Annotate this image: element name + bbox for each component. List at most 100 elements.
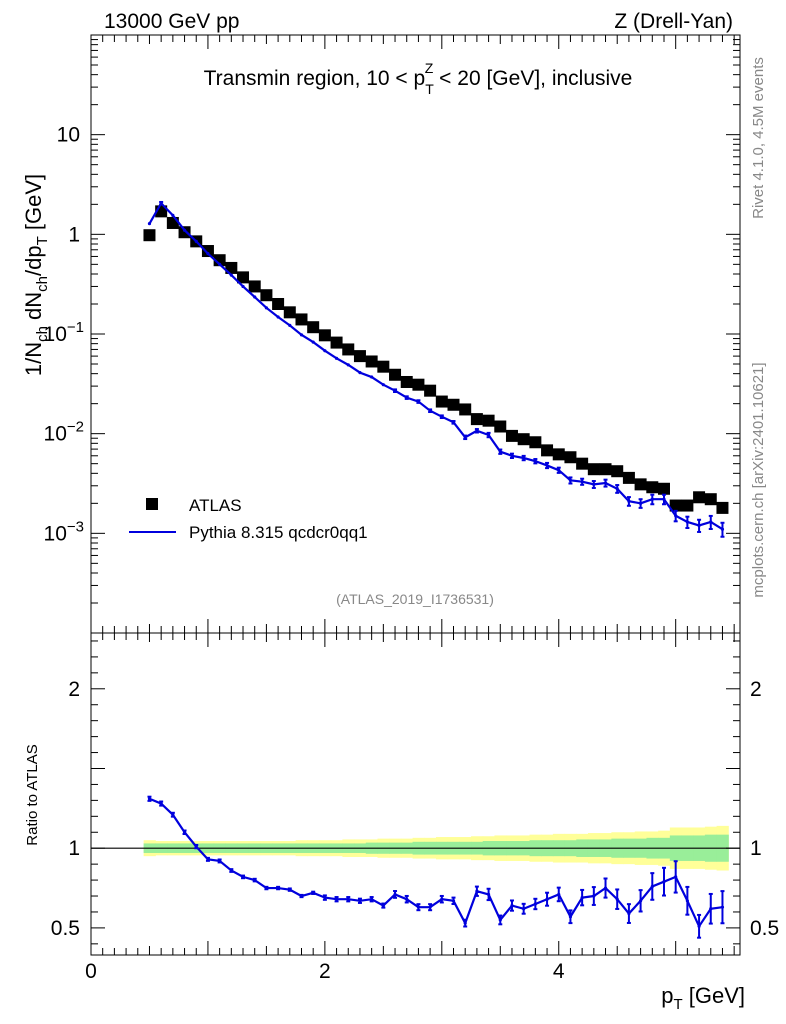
pythia-data-point	[182, 228, 187, 232]
atlas-data-point	[576, 457, 589, 470]
ratio-data-point	[370, 897, 374, 901]
ratio-data-point	[627, 911, 631, 916]
y-tick-label: 1	[68, 223, 80, 246]
ratio-data-point	[323, 896, 327, 900]
ratio-data-point	[440, 897, 444, 901]
ratio-data-point	[650, 884, 654, 889]
atlas-data-point	[459, 403, 472, 416]
ratio-data-point	[218, 859, 222, 863]
pythia-data-point	[428, 409, 432, 413]
pythia-data-point	[592, 482, 596, 486]
rivet-version-label: Rivet 4.1.0, 4.5M events	[750, 57, 767, 219]
ratio-data-point	[674, 875, 678, 879]
atlas-data-point	[552, 448, 565, 461]
pythia-data-point	[662, 497, 666, 501]
ratio-y-tick-label-right: 1	[750, 837, 762, 860]
pythia-data-point	[358, 370, 362, 375]
atlas-data-point	[377, 360, 390, 373]
pythia-data-point	[627, 499, 631, 503]
ratio-data-point	[288, 888, 292, 892]
pythia-data-point	[299, 333, 304, 337]
header-right-label: Z (Drell-Yan)	[614, 10, 733, 33]
pythia-data-point	[323, 349, 327, 353]
x-axis-title: pT [GeV]	[661, 983, 745, 1013]
ratio-data-point	[428, 905, 432, 909]
pythia-data-point	[498, 450, 502, 454]
pythia-data-point	[206, 252, 210, 256]
pythia-data-point	[381, 383, 385, 387]
ratio-data-point	[615, 897, 619, 901]
pythia-data-point	[545, 463, 549, 468]
ratio-data-point	[229, 868, 233, 873]
pythia-data-point	[463, 435, 467, 439]
atlas-data-point	[494, 420, 507, 433]
ratio-data-point	[416, 905, 421, 909]
ratio-data-point	[147, 797, 152, 801]
atlas-data-point	[704, 493, 717, 506]
ratio-data-point	[498, 918, 502, 922]
ratio-data-point	[194, 845, 198, 849]
watermark-label: (ATLAS_2019_I1736531)	[336, 591, 494, 607]
atlas-data-point	[716, 501, 729, 514]
pythia-data-point	[147, 222, 152, 226]
pythia-data-point	[288, 323, 292, 327]
pythia-data-point	[674, 514, 678, 518]
ratio-data-point	[486, 892, 491, 897]
ratio-data-point	[334, 897, 339, 901]
y-tick-label: 10−3	[44, 518, 84, 545]
atlas-data-point	[693, 491, 706, 504]
ratio-data-point	[709, 907, 713, 911]
ratio-series-line	[149, 797, 723, 929]
legend: ATLAS Pythia 8.315 qcdcr0qq1	[129, 496, 368, 542]
ratio-plot-panel: 0.5 0.5 1 1 2 2 0 2 4 Ratio to ATLAS pT [GeV]	[24, 632, 779, 1013]
ratio-y-tick-label-right: 2	[750, 678, 762, 701]
atlas-data-point	[412, 378, 425, 391]
atlas-data-point	[482, 414, 495, 427]
atlas-data-point	[622, 471, 635, 484]
atlas-data-point	[634, 478, 647, 491]
pythia-data-point	[685, 520, 689, 524]
mcplots-source-label: mcplots.cern.ch [arXiv:2401.10621]	[750, 362, 767, 597]
ratio-data-point	[276, 886, 280, 890]
y-tick-label: 10−2	[44, 419, 84, 446]
legend-marker-atlas	[146, 498, 158, 510]
pythia-data-point	[697, 523, 701, 528]
pythia-data-point	[510, 454, 514, 458]
atlas-data-point	[447, 398, 460, 411]
atlas-data-point	[365, 355, 378, 368]
pythia-data-point	[405, 396, 409, 400]
pythia-data-point	[709, 520, 713, 524]
ratio-data-point	[206, 857, 210, 861]
pythia-data-point	[346, 363, 350, 367]
atlas-data-point	[587, 463, 600, 476]
ratio-y-tick-label: 1	[68, 837, 80, 860]
ratio-data-point	[580, 896, 584, 900]
pythia-data-point	[218, 262, 222, 266]
pythia-data-point	[486, 433, 491, 437]
ratio-y-tick-label-right: 0.5	[750, 917, 779, 940]
ratio-data-point	[253, 878, 257, 882]
atlas-data-point	[517, 433, 530, 446]
ratio-data-point	[311, 891, 315, 895]
pythia-data-point	[533, 459, 537, 463]
ratio-data-point	[405, 897, 409, 901]
ratio-plot-frame	[90, 632, 741, 956]
atlas-data-point	[599, 463, 612, 476]
ratio-data-point	[533, 902, 537, 906]
atlas-data-point	[646, 481, 659, 494]
main-plot-panel: 10 1 10−1 10−2 10−3 Transmin region, 10 < pT…	[21, 34, 741, 634]
ratio-data-point	[264, 886, 269, 890]
x-tick-label: 0	[85, 960, 97, 983]
atlas-data-point	[272, 297, 285, 310]
ratio-data-point	[510, 903, 514, 908]
ratio-data-point	[171, 813, 175, 817]
pythia-data-point	[334, 356, 339, 360]
pythia-data-point	[650, 497, 654, 501]
pythia-data-point	[557, 468, 561, 472]
ratio-data-point	[241, 875, 245, 879]
ratio-data-point	[522, 907, 526, 911]
atlas-data-point	[201, 245, 214, 258]
pythia-data-point	[451, 420, 456, 424]
atlas-data-point	[178, 226, 191, 239]
